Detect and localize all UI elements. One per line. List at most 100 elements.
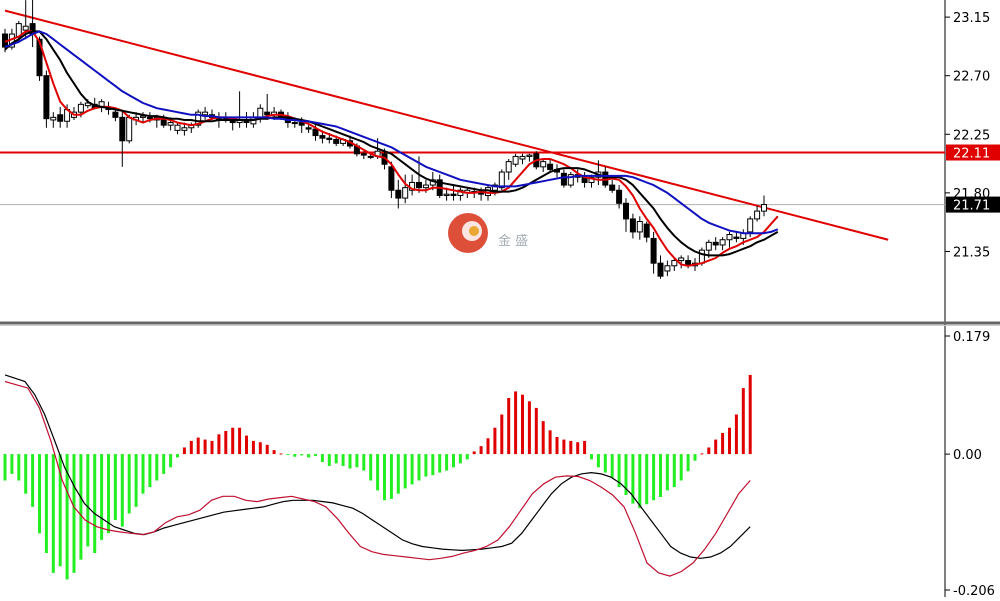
histogram-bar-up (707, 447, 711, 455)
histogram-bar-down (134, 454, 138, 507)
macd-line (4, 374, 751, 559)
histogram-bar-down (679, 454, 683, 481)
candle-body-down (319, 135, 326, 139)
indicator-tick-label: 0.179 (953, 330, 990, 345)
watermark-text: 金 盛 (498, 233, 528, 249)
histogram-bar-down (645, 454, 649, 505)
candle-body-up (257, 107, 264, 118)
candle (761, 195, 767, 217)
histogram-bar-down (148, 454, 152, 488)
candle-body-down (547, 163, 554, 170)
moving-average-line (4, 30, 779, 235)
candle-body-up (202, 111, 209, 116)
histogram-bar-down (693, 454, 697, 461)
candle (629, 213, 636, 239)
candle (664, 260, 671, 277)
candle-body-up (174, 124, 181, 131)
histogram-bar-up (189, 440, 193, 455)
candle-body-up (84, 102, 91, 107)
candle-body-down (629, 218, 636, 233)
candle-body-up (678, 257, 685, 262)
candle (560, 169, 567, 188)
histogram-bar-up (500, 414, 504, 455)
histogram-bar-down (127, 454, 131, 514)
moving-average-line (4, 30, 779, 257)
candle (360, 151, 367, 160)
histogram-bar-down (603, 454, 607, 473)
histogram-bar-down (327, 454, 331, 466)
candle-body-down (264, 111, 271, 116)
histogram-bar-down (3, 454, 7, 481)
candle-body-down (416, 181, 422, 189)
candle-body-up (671, 260, 678, 267)
candle-body-up (747, 218, 754, 233)
candle (540, 159, 547, 173)
histogram-bar-up (272, 450, 276, 455)
histogram-bar-up (555, 436, 559, 455)
candle-body-down (119, 116, 126, 142)
histogram-bar-down (638, 454, 642, 509)
candle-body-down (560, 172, 567, 186)
candle (754, 205, 761, 222)
trendline (4, 9, 889, 241)
histogram-bar-up (279, 453, 283, 455)
candle-body-up (512, 155, 519, 165)
candle-body-down (712, 241, 719, 246)
y-tick-label: 21.35 (953, 245, 990, 260)
candle-body-down (298, 122, 305, 126)
histogram-bar-down (596, 454, 600, 468)
candle-body-up (50, 116, 57, 121)
candle-body-down (43, 75, 50, 120)
moving-average-line (4, 30, 779, 267)
histogram-bar-down (383, 454, 386, 501)
candle-body-up (195, 111, 202, 126)
histogram-bar-down (65, 454, 69, 580)
histogram-bar-down (624, 454, 628, 495)
histogram-bar-down (362, 454, 366, 471)
candle-body-up (140, 115, 146, 118)
candle (719, 237, 726, 251)
histogram-bar-down (176, 454, 179, 458)
candle (678, 255, 685, 269)
candle-body-down (305, 127, 312, 130)
histogram-bar-down (458, 454, 462, 464)
candle-body-up (402, 187, 409, 199)
histogram-bar-down (79, 454, 83, 560)
histogram-bar-up (245, 435, 248, 455)
histogram-bar-down (141, 454, 145, 494)
histogram-bar-down (369, 454, 373, 481)
candle-body-down (388, 166, 395, 191)
histogram-bar-down (590, 454, 593, 460)
candle (505, 159, 512, 180)
histogram-bar-down (17, 454, 21, 481)
histogram-bar-down (162, 454, 166, 474)
histogram-bar-up (734, 414, 738, 455)
histogram-bar-up (182, 447, 186, 455)
histogram-bar-down (314, 454, 317, 457)
histogram-bar-down (355, 454, 359, 468)
candle-body-up (126, 116, 133, 142)
candle-body-down (57, 114, 64, 122)
candle-body-down (478, 192, 485, 195)
signal-line (4, 380, 751, 577)
histogram-bar-down (155, 454, 159, 481)
candle (512, 153, 519, 167)
histogram-bar-up (527, 401, 531, 455)
candle-body-down (395, 189, 402, 199)
histogram-bar-down (341, 454, 345, 466)
price-marker-label: 22.11 (953, 147, 990, 162)
candle-body-down (643, 223, 650, 238)
candle (726, 231, 733, 248)
candle-body-up (519, 155, 526, 160)
candle-body-down (312, 128, 319, 137)
histogram-bar-up (521, 394, 524, 455)
candle (50, 112, 57, 128)
histogram-bar-down (376, 454, 380, 491)
histogram-bar-down (610, 454, 614, 478)
histogram-bar-down (465, 454, 469, 460)
histogram-bar-down (293, 454, 297, 457)
candle (388, 161, 395, 199)
candle (119, 109, 126, 167)
histogram-bar-up (748, 374, 752, 455)
